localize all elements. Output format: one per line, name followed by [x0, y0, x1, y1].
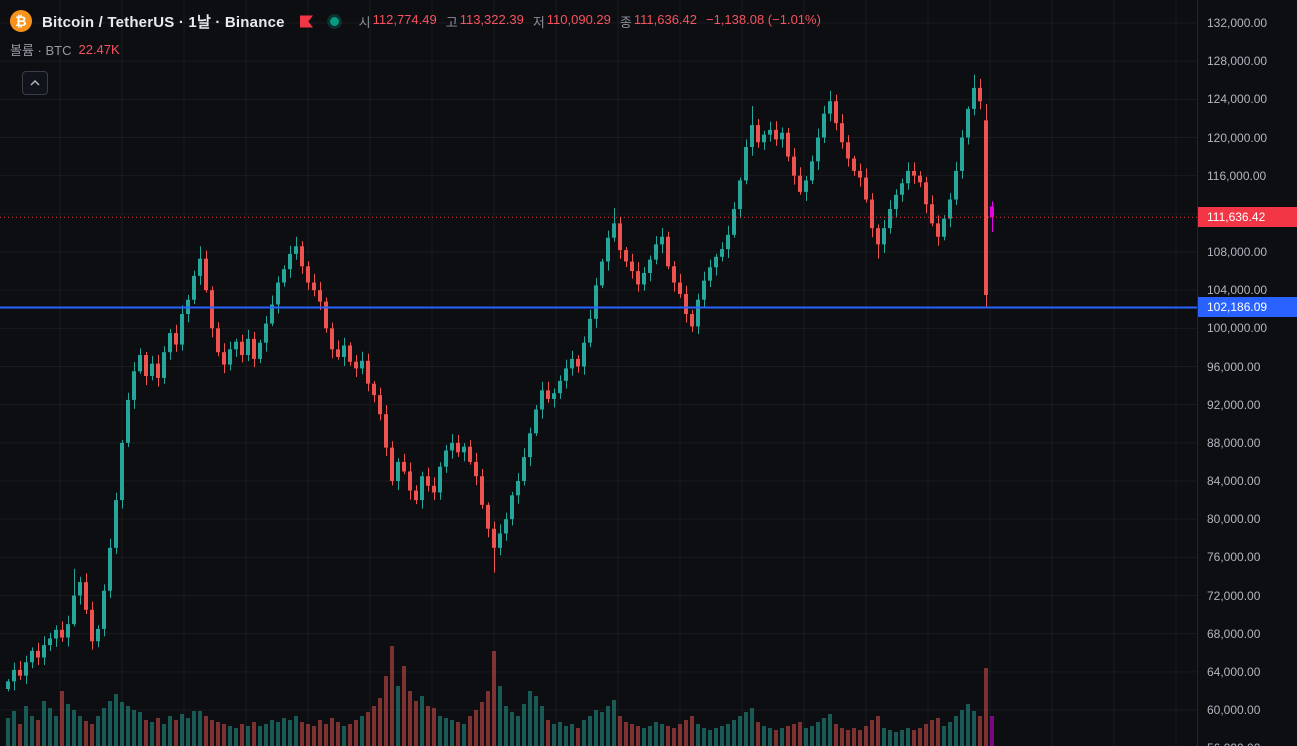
price-axis-label: 60,000.00 — [1207, 703, 1261, 717]
symbol-title[interactable]: Bitcoin / TetherUS · 1날 · Binance — [42, 13, 285, 31]
volume-value: 22.47K — [78, 42, 120, 57]
price-axis-label: 100,000.00 — [1207, 321, 1268, 336]
open-value: 112,774.49 — [372, 11, 437, 27]
price-axis-label: 68,000.00 — [1207, 626, 1261, 641]
low-label: 저 — [532, 14, 545, 30]
price-axis-label: 124,000.00 — [1207, 92, 1268, 107]
price-axis-label: 120,000.00 — [1207, 130, 1268, 145]
price-axis-label: 96,000.00 — [1207, 359, 1261, 374]
change-value: −1,138.08 (−1.01%) — [706, 11, 821, 27]
price-axis-label: 84,000.00 — [1207, 474, 1261, 488]
ohlc-values: 시 112,774.49 고 113,322.39 저 110,090.29 종 111… — [359, 12, 821, 31]
price-axis-label: 92,000.00 — [1207, 397, 1261, 412]
price-axis[interactable]: 132,000.00 128,000.00 124,000.00 120,000.00… — [1197, 0, 1297, 746]
price-axis-label: 76,000.00 — [1207, 550, 1261, 565]
price-axis-label: 88,000.00 — [1207, 435, 1261, 450]
high-label: 고 — [445, 14, 458, 30]
low-value: 110,090.29 — [546, 11, 611, 27]
close-value: 111,636.42 — [633, 11, 697, 27]
symbol-row: ₿ Bitcoin / TetherUS · 1날 · Binance 시 112… — [10, 8, 821, 34]
collapse-legend-button[interactable] — [22, 71, 48, 95]
price-axis-label: 72,000.00 — [1207, 588, 1261, 603]
volume-legend[interactable]: 볼륨 · BTC 22.47K — [10, 40, 821, 59]
price-axis-label: 56,000.00 — [1207, 741, 1260, 746]
flag-icon[interactable] — [299, 15, 314, 28]
bitcoin-icon: ₿ — [10, 10, 32, 32]
price-axis-label: 132,000.00 — [1207, 16, 1268, 30]
price-axis-label: 64,000.00 — [1207, 664, 1261, 679]
high-value: 113,322.39 — [459, 11, 524, 27]
level-price-badge[interactable]: 102,186.09 — [1198, 297, 1297, 318]
price-axis-label: 108,000.00 — [1207, 245, 1268, 259]
price-axis-label: 116,000.00 — [1207, 168, 1267, 183]
chevron-up-icon — [30, 80, 40, 86]
chart-legend: ₿ Bitcoin / TetherUS · 1날 · Binance 시 112… — [10, 8, 821, 95]
price-axis-label: 80,000.00 — [1207, 512, 1261, 527]
open-label: 시 — [358, 14, 371, 30]
price-axis-label: 104,000.00 — [1207, 283, 1268, 298]
current-price-badge: 111,636.42 — [1198, 207, 1297, 228]
price-axis-label: 128,000.00 — [1207, 54, 1268, 69]
close-label: 종 — [619, 14, 632, 30]
market-status-icon[interactable] — [329, 16, 339, 26]
volume-label: 볼륨 · BTC — [10, 43, 72, 58]
